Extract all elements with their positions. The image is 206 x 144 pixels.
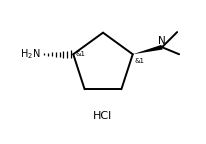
- Text: &1: &1: [134, 58, 144, 64]
- Text: N: N: [158, 36, 166, 46]
- Text: H$_2$N: H$_2$N: [20, 47, 40, 61]
- Text: HCl: HCl: [93, 111, 113, 121]
- Text: &1: &1: [76, 51, 86, 57]
- Polygon shape: [133, 45, 163, 54]
